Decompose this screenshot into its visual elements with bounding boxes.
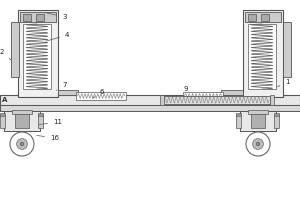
Bar bbox=[12, 110, 32, 114]
Bar bbox=[160, 95, 164, 105]
Text: 16: 16 bbox=[37, 135, 59, 141]
Bar bbox=[274, 114, 279, 128]
Bar bbox=[0, 114, 5, 128]
Bar bbox=[58, 90, 78, 95]
Text: 9: 9 bbox=[183, 86, 193, 94]
Bar bbox=[236, 113, 241, 116]
Circle shape bbox=[16, 139, 27, 149]
Bar bbox=[283, 22, 291, 77]
Bar bbox=[0, 105, 300, 111]
Bar bbox=[245, 12, 281, 22]
Bar bbox=[38, 113, 43, 116]
Text: 7: 7 bbox=[56, 82, 67, 90]
Bar bbox=[38, 114, 43, 128]
Text: 4: 4 bbox=[46, 32, 69, 41]
Bar bbox=[274, 113, 279, 116]
Bar bbox=[183, 92, 223, 100]
Circle shape bbox=[253, 139, 263, 149]
Circle shape bbox=[256, 142, 260, 146]
Bar bbox=[4, 111, 40, 131]
Text: A: A bbox=[2, 97, 8, 103]
Text: 2: 2 bbox=[0, 49, 11, 60]
Bar bbox=[261, 14, 269, 21]
Bar bbox=[19, 131, 25, 141]
Text: 1: 1 bbox=[278, 79, 290, 87]
Bar bbox=[0, 95, 300, 105]
Bar bbox=[248, 24, 276, 89]
Bar bbox=[20, 12, 56, 22]
Bar bbox=[236, 114, 241, 128]
Circle shape bbox=[20, 142, 24, 146]
Bar bbox=[0, 113, 5, 116]
Circle shape bbox=[246, 132, 270, 156]
Bar bbox=[248, 110, 268, 114]
Bar bbox=[36, 14, 44, 21]
Bar bbox=[23, 14, 31, 21]
Text: 11: 11 bbox=[39, 119, 62, 125]
Bar bbox=[251, 114, 265, 128]
Bar bbox=[243, 10, 283, 97]
Bar bbox=[240, 111, 276, 131]
Bar bbox=[255, 131, 261, 141]
Bar bbox=[18, 10, 58, 97]
Text: 3: 3 bbox=[46, 13, 67, 20]
Bar bbox=[23, 24, 51, 89]
Bar bbox=[163, 96, 270, 104]
Bar bbox=[248, 14, 256, 21]
Text: 6: 6 bbox=[92, 89, 104, 98]
Circle shape bbox=[10, 132, 34, 156]
Bar bbox=[76, 92, 126, 100]
Bar bbox=[221, 90, 243, 95]
Bar bbox=[11, 22, 19, 77]
Bar bbox=[15, 114, 29, 128]
Bar bbox=[270, 95, 274, 105]
